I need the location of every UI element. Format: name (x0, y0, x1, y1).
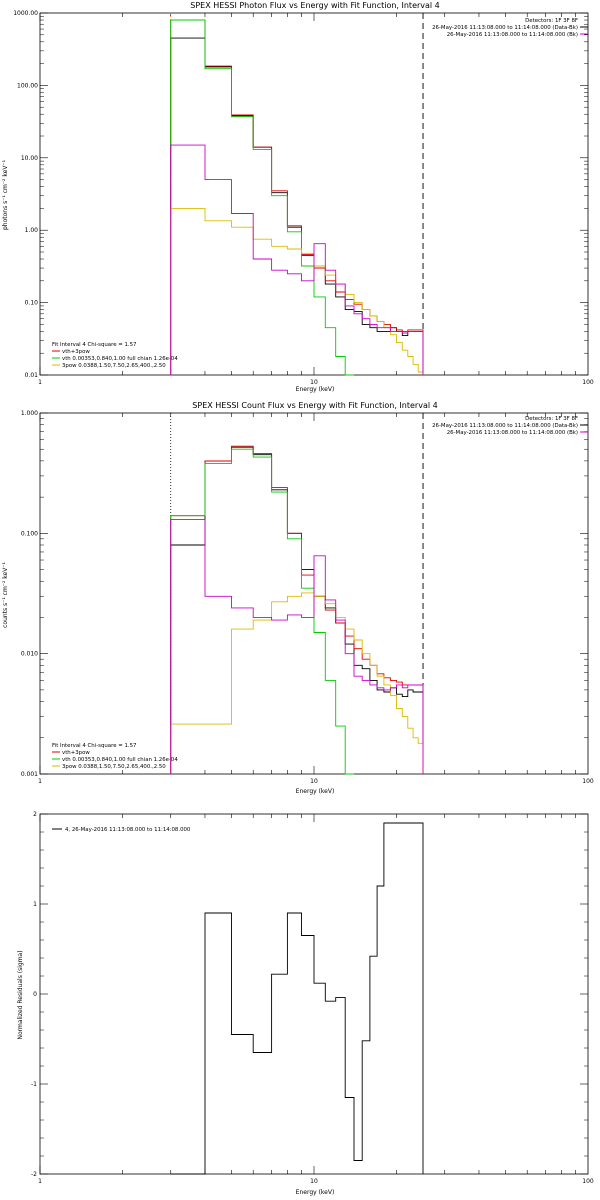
photon-bk-label: 26-May-2016 11:13:08.000 to 11:14:08.000… (447, 32, 578, 38)
y-tick-label: 1 (33, 901, 37, 908)
residual-legend-label: 4, 26-May-2016 11:13:08.000 to 11:14:08.… (65, 827, 191, 833)
photon-databk-label: 26-May-2016 11:13:08.000 to 11:14:08.000… (432, 25, 578, 31)
residual-ylabel: Normalized Residuals (sigma) (17, 950, 24, 1039)
x-tick-label: 10 (310, 1178, 318, 1185)
y-ticks-3: -2 -1 0 1 2 (31, 811, 588, 1178)
residual-xlabel: Energy (keV) (296, 1189, 335, 1196)
photon-legend-bottom-left: Fit Interval 4 Chi-square = 1.57 vth+3po… (52, 342, 178, 369)
series-2-vth-3pow (170, 445, 424, 774)
photon-detectors: Detectors: 1F 3F 8F (525, 18, 578, 24)
series-1-bk (170, 144, 424, 375)
series-2-vth (170, 448, 354, 775)
count-flux-panel: SPEX HESSI Count Flux vs Energy with Fit… (2, 401, 594, 795)
count-legend-combined: vth+3pow (62, 750, 90, 756)
photon-legend-vth: vth 0.00353,0.840,1.00 full chian 1.26e-… (62, 356, 178, 362)
photon-legend-3pow: 3pow 0.0388,1.50,7.50,2.65,400.,2.50 (62, 363, 166, 369)
y-tick-label: 0.010 (21, 651, 38, 658)
series-2-3pow (170, 592, 424, 774)
x-tick-label: 100 (582, 1178, 594, 1185)
count-legend-bottom-left: Fit Interval 4 Chi-square = 1.57 vth+3po… (52, 743, 178, 770)
photon-flux-panel: SPEX HESSI Photon Flux vs Energy with Fi… (2, 1, 594, 393)
x-tick-label: 100 (582, 778, 594, 785)
y-tick-label: 10.00 (21, 155, 38, 162)
photon-ylabel: photons s⁻¹ cm⁻² keV⁻¹ (2, 159, 9, 230)
y-tick-label: 1000.00 (13, 10, 38, 17)
y-tick-label: 0.10 (25, 300, 39, 307)
x-tick-label: 10 (310, 778, 318, 785)
y-tick-label: 0 (33, 991, 37, 998)
x-tick-label: 1 (38, 778, 42, 785)
y-tick-label: 2 (33, 811, 37, 818)
y-tick-label: -2 (31, 1171, 37, 1178)
count-detectors: Detectors: 1F 3F 8F (525, 416, 578, 422)
y-tick-label: -1 (31, 1081, 37, 1088)
photon-legend-combined: vth+3pow (62, 349, 90, 355)
y-ticks-2: 0.001 0.010 0.100 1.000 (21, 410, 588, 778)
series-1-vth (170, 19, 354, 376)
x-ticks-1: 1 10 100 (38, 13, 594, 386)
photon-title: SPEX HESSI Photon Flux vs Energy with Fi… (190, 1, 440, 10)
count-legend-top-right: Detectors: 1F 3F 8F 26-May-2016 11:13:08… (432, 416, 578, 436)
y-tick-label: 0.100 (21, 530, 38, 537)
count-bk-label: 26-May-2016 11:13:08.000 to 11:14:08.000… (447, 430, 578, 436)
photon-xlabel: Energy (keV) (296, 386, 335, 393)
y-tick-label: 1.000 (21, 410, 38, 417)
x-ticks-2: 1 10 100 (38, 413, 594, 785)
photon-fit-interval: Fit Interval 4 Chi-square = 1.57 (52, 342, 136, 348)
series-3-4-26-may-2016-11-13-08-000-to-11-14-08-000 (170, 822, 424, 1175)
series-2-bk (170, 519, 424, 774)
count-fit-interval: Fit Interval 4 Chi-square = 1.57 (52, 743, 136, 749)
count-legend-3pow: 3pow 0.0388,1.50,7.50,2.65,400.,2.50 (62, 764, 166, 770)
count-xlabel: Energy (keV) (296, 788, 335, 795)
count-title: SPEX HESSI Count Flux vs Energy with Fit… (192, 401, 437, 410)
y-ticks-1: 0.01 0.10 1.00 10.00 100.00 1000.00 (13, 10, 588, 379)
count-ylabel: counts s⁻¹ cm⁻² keV⁻¹ (2, 562, 9, 628)
x-tick-label: 10 (310, 379, 318, 386)
photon-legend-top-right: Detectors: 1F 3F 8F 26-May-2016 11:13:08… (432, 18, 578, 38)
plot-frame-3 (39, 813, 589, 1175)
series-2-data-bk (170, 446, 424, 774)
y-tick-label: 1.00 (25, 227, 39, 234)
series-1-3pow (170, 207, 424, 375)
count-legend-vth: vth 0.00353,0.840,1.00 full chian 1.26e-… (62, 757, 178, 763)
x-tick-label: 1 (38, 379, 42, 386)
plot-frame-1 (39, 12, 589, 376)
count-databk-label: 26-May-2016 11:13:08.000 to 11:14:08.000… (432, 423, 578, 429)
x-ticks-3: 1 10 100 (38, 814, 594, 1185)
x-tick-label: 100 (582, 379, 594, 386)
y-tick-label: 0.001 (21, 771, 38, 778)
y-tick-label: 100.00 (17, 82, 38, 89)
y-tick-label: 0.01 (25, 372, 39, 379)
x-tick-label: 1 (38, 1178, 42, 1185)
residuals-panel: Energy (keV) Normalized Residuals (sigma… (17, 811, 594, 1196)
series-1-vth-3pow (170, 19, 424, 375)
